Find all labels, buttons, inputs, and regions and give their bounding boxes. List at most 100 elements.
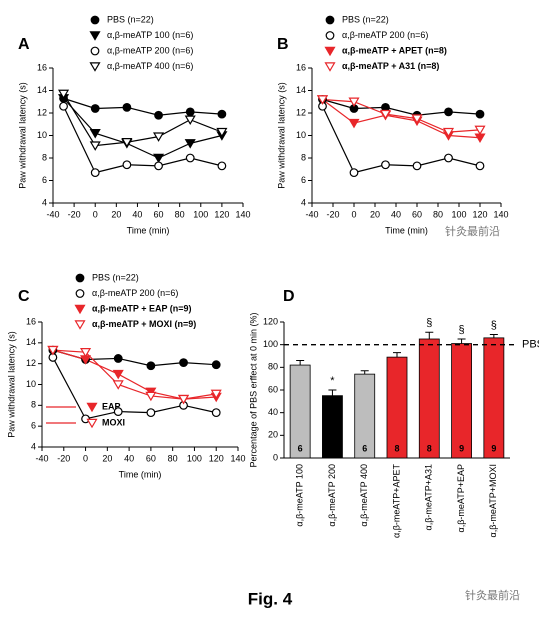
n-label: 9 — [491, 443, 496, 453]
y-tick-label: 4 — [42, 197, 47, 207]
series-line — [63, 97, 223, 159]
data-point — [154, 161, 163, 171]
x-tick-label: 60 — [412, 209, 422, 219]
x-tick-label: 40 — [391, 209, 401, 219]
y-axis-label: Percentage of PBS erffect at 0 min (%) — [248, 313, 258, 468]
series-line — [321, 105, 481, 174]
series-line — [63, 105, 223, 174]
x-tick-label: 120 — [214, 209, 229, 219]
data-point — [122, 102, 132, 112]
y-tick-label: 10 — [26, 379, 36, 389]
series-line — [52, 349, 217, 367]
error-bar — [393, 352, 401, 358]
y-tick-label: 6 — [31, 421, 36, 431]
y-tick-label: 6 — [42, 175, 47, 185]
legend-marker — [75, 289, 85, 298]
x-tick-label: 100 — [193, 209, 208, 219]
y-tick-label: 12 — [296, 107, 306, 117]
x-tick-label: -40 — [46, 209, 59, 219]
data-point — [474, 125, 486, 136]
y-tick-label: 10 — [37, 130, 47, 140]
n-label: 6 — [298, 443, 303, 453]
n-label: 6 — [362, 443, 367, 453]
y-axis-label: Paw withdrawal latency (s) — [276, 82, 286, 189]
y-tick-label: 16 — [26, 316, 36, 326]
legend-label: α,β-meATP 200 (n=6) — [342, 30, 428, 40]
data-point — [89, 129, 101, 139]
legend-label: α,β-meATP 100 (n=6) — [107, 30, 193, 40]
x-tick-label: 60 — [154, 209, 164, 219]
significance-mark: § — [426, 317, 432, 329]
data-point — [80, 348, 92, 358]
legend-marker — [89, 31, 101, 41]
x-tick-label: -20 — [57, 453, 70, 463]
y-tick-label: 8 — [42, 152, 47, 162]
legend-marker — [75, 273, 85, 283]
legend-marker — [74, 320, 86, 330]
panel-letter: D — [283, 288, 295, 305]
data-point — [178, 394, 190, 405]
legend-marker — [90, 15, 100, 25]
inset-legend-marker — [86, 402, 98, 413]
x-tick-label: 0 — [93, 209, 98, 219]
series-line — [63, 93, 223, 147]
data-point — [184, 115, 196, 125]
legend-label: PBS (n=22) — [342, 14, 389, 24]
data-point — [90, 168, 100, 178]
x-tick-label: 0 — [351, 209, 356, 219]
n-label: 8 — [427, 443, 432, 453]
significance-mark: § — [491, 319, 497, 331]
data-point — [59, 101, 68, 111]
n-label: 9 — [459, 443, 464, 453]
data-point — [444, 107, 453, 117]
legend-marker — [74, 304, 86, 315]
data-point — [185, 153, 195, 163]
x-tick-label: α,β-meATP+EAP — [456, 464, 466, 532]
error-bar — [457, 338, 466, 344]
data-point — [121, 138, 133, 148]
y-tick-label: 40 — [268, 407, 278, 417]
legend-label: PBS (n=22) — [92, 272, 139, 282]
data-point — [122, 160, 132, 170]
data-point — [316, 95, 329, 105]
x-tick-label: 140 — [235, 209, 250, 219]
x-tick-label: 20 — [370, 209, 380, 219]
data-point — [58, 89, 70, 100]
x-tick-label: -20 — [68, 209, 81, 219]
data-point — [154, 110, 163, 120]
data-point — [185, 107, 195, 117]
legend-label: α,β-meATP + A31 (n=8) — [342, 61, 439, 71]
data-point — [475, 109, 485, 119]
y-tick-label: 0 — [273, 452, 278, 462]
y-tick-label: 120 — [263, 316, 278, 326]
y-tick-label: 16 — [37, 62, 47, 72]
data-point — [475, 161, 485, 171]
x-axis-label: Time (min) — [119, 469, 162, 479]
data-point — [184, 139, 196, 149]
error-bar — [489, 333, 498, 338]
x-axis-label: Time (min) — [127, 225, 170, 235]
reference-label: PBS — [522, 339, 539, 351]
data-point — [381, 160, 390, 170]
data-point — [349, 168, 359, 178]
data-point — [379, 109, 392, 120]
y-tick-label: 100 — [263, 339, 278, 349]
series-line — [322, 98, 481, 133]
x-tick-label: 20 — [102, 453, 112, 463]
series-line — [52, 357, 217, 420]
n-label: 6 — [330, 443, 335, 453]
x-tick-label: 20 — [111, 209, 121, 219]
series-line — [322, 98, 481, 116]
data-point — [153, 132, 165, 142]
data-point — [444, 153, 453, 163]
y-tick-label: 6 — [301, 175, 306, 185]
data-point — [348, 118, 360, 129]
legend-marker — [89, 62, 101, 72]
data-point — [211, 360, 221, 370]
legend-marker — [325, 15, 335, 25]
data-point — [146, 361, 156, 371]
x-tick-label: 80 — [175, 209, 185, 219]
x-tick-label: α,β-meATP 200 — [327, 464, 337, 527]
data-point — [179, 358, 188, 368]
